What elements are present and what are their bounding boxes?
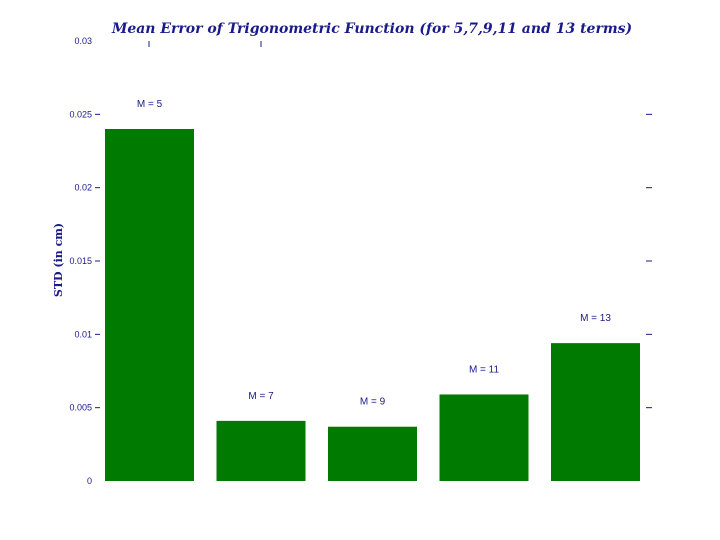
y-tick-label: 0.02: [74, 183, 92, 193]
y-tick-label: 0.01: [74, 329, 92, 339]
bar: [439, 394, 529, 481]
y-tick-label: 0.03: [74, 36, 92, 46]
y-tick-label: 0.005: [69, 403, 92, 413]
chart-title: Mean Error of Trigonometric Function (fo…: [111, 21, 632, 37]
bar-label: M = 11: [469, 364, 500, 375]
bar-label: M = 13: [580, 313, 611, 324]
bar: [551, 343, 640, 481]
y-tick-label: 0: [87, 476, 92, 486]
bar-label: M = 5: [137, 99, 163, 110]
bar: [105, 129, 194, 481]
y-tick-label: 0.015: [69, 256, 92, 266]
bars-group: M = 5 M = 7 M = 9 M = 11 M = 13: [105, 99, 640, 481]
y-tick-label: 0.025: [69, 109, 92, 119]
y-axis-label: STD (in cm): [52, 223, 65, 297]
bar: [216, 420, 306, 481]
y-axis: 0 0.005 0.01 0.015 0.02 0.025 0.03: [69, 36, 652, 486]
bar-label: M = 9: [360, 397, 386, 408]
bar: [328, 426, 417, 481]
bar-label: M = 7: [248, 391, 274, 402]
